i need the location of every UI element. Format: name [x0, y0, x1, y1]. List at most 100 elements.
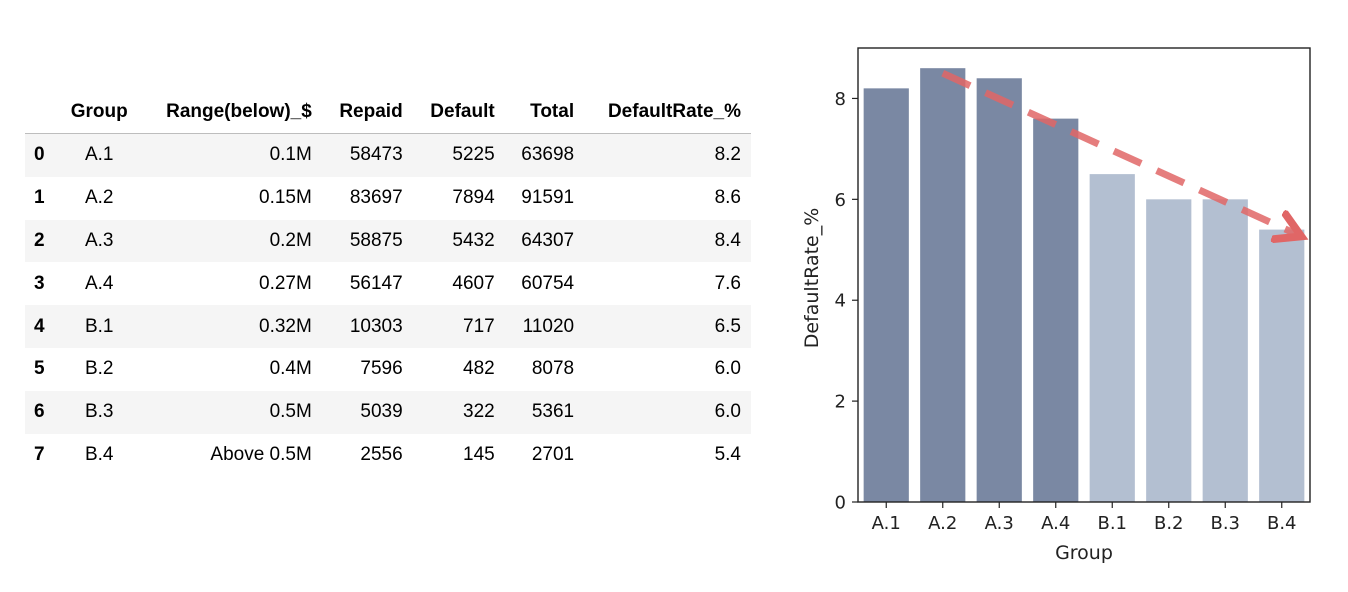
cell-group: A.1 — [84, 144, 114, 166]
table-row: 4 B.1 0.32M 10303 717 11020 6.5 — [25, 305, 751, 348]
cell-group: A.2 — [84, 187, 114, 209]
plot-frame — [857, 47, 1311, 503]
cell-repaid: 2556 — [360, 443, 403, 465]
header-index — [25, 91, 58, 134]
y-tick-label: 0 — [835, 493, 846, 514]
cell-total: 91591 — [521, 187, 575, 209]
cell-repaid: 7596 — [360, 358, 403, 380]
row-index: 0 — [34, 144, 45, 166]
cell-default: 322 — [463, 401, 495, 423]
row-index: 3 — [34, 272, 45, 294]
cell-group: A.4 — [84, 272, 114, 294]
row-index: 5 — [34, 358, 45, 380]
cell-total: 60754 — [521, 272, 575, 294]
cell-default-rate: 6.0 — [714, 358, 741, 380]
cell-total: 8078 — [531, 358, 575, 380]
cell-group: A.3 — [84, 229, 114, 251]
y-tick-label: 2 — [835, 392, 846, 413]
y-tick-label: 8 — [835, 89, 846, 110]
cell-repaid: 10303 — [349, 315, 403, 337]
default-rate-bar-chart: 0 2 4 6 8 A.1 A.2 A.3 A.4 B.1 B.2 B.3 B.4 Group Defa… — [801, 47, 1311, 564]
table-row: 0 A.1 0.1M 58473 5225 63698 8.2 — [25, 133, 751, 177]
bar-b-2 — [1146, 199, 1192, 503]
cell-default-rate: 5.4 — [714, 443, 741, 465]
cell-default: 7894 — [452, 187, 495, 209]
x-tick-label: A.2 — [928, 513, 957, 534]
x-tick-label: B.2 — [1154, 513, 1184, 534]
row-index: 7 — [34, 443, 45, 465]
header-total: Total — [504, 91, 585, 134]
cell-default-rate: 8.6 — [714, 187, 741, 209]
x-tick-label: A.4 — [1041, 513, 1070, 534]
cell-total: 11020 — [522, 315, 575, 337]
bar-a-1 — [863, 88, 909, 502]
cell-range: 0.27M — [259, 272, 312, 294]
header-range: Range(below)_$ — [141, 91, 322, 134]
header-row: Group Range(below)_$ Repaid Default Tota… — [25, 91, 751, 134]
cell-default-rate: 8.2 — [714, 144, 741, 166]
cell-range: Above 0.5M — [210, 443, 312, 465]
cell-total: 64307 — [521, 229, 575, 251]
cell-group: B.3 — [84, 401, 114, 423]
trend-arrow — [941, 70, 1298, 234]
header-group: Group — [57, 91, 142, 134]
bar-b-1 — [1089, 174, 1135, 502]
bar-a-3 — [976, 78, 1022, 502]
cell-default-rate: 6.0 — [714, 401, 741, 423]
cell-default: 717 — [463, 315, 495, 337]
header-default: Default — [412, 91, 505, 134]
header-default-rate: DefaultRate_% — [584, 91, 751, 134]
x-tick-label: A.3 — [985, 513, 1014, 534]
cell-total: 63698 — [521, 144, 575, 166]
row-index: 1 — [34, 187, 45, 209]
cell-group: B.1 — [84, 315, 114, 337]
annotation-layer — [941, 70, 1298, 234]
bar-b-3 — [1202, 199, 1248, 503]
cell-default: 5432 — [452, 229, 495, 251]
x-tick-label: B.1 — [1097, 513, 1127, 534]
cell-default: 5225 — [452, 144, 495, 166]
cell-range: 0.32M — [259, 315, 312, 337]
cell-range: 0.5M — [269, 401, 312, 423]
cell-total: 5361 — [531, 401, 575, 423]
cell-total: 2701 — [531, 443, 575, 465]
cell-range: 0.15M — [259, 187, 312, 209]
cell-repaid: 56147 — [349, 272, 403, 294]
cell-group: B.4 — [84, 443, 114, 465]
cell-repaid: 58875 — [349, 229, 403, 251]
row-index: 4 — [34, 315, 45, 337]
x-axis-label: Group — [1055, 542, 1113, 564]
row-index: 6 — [34, 401, 45, 423]
bars-layer — [863, 68, 1305, 503]
axes-layer: 0 2 4 6 8 A.1 A.2 A.3 A.4 B.1 B.2 B.3 B.4 — [835, 47, 1311, 534]
cell-default: 145 — [463, 443, 495, 465]
bar-a-2 — [920, 68, 966, 502]
table-row: 2 A.3 0.2M 58875 5432 64307 8.4 — [25, 219, 751, 263]
cell-range: 0.1M — [269, 144, 312, 166]
cell-default-rate: 7.6 — [714, 272, 741, 294]
cell-repaid: 5039 — [360, 401, 403, 423]
cell-group: B.2 — [84, 358, 114, 380]
x-tick-label: B.4 — [1267, 513, 1297, 534]
table-row: 5 B.2 0.4M 7596 482 8078 6.0 — [25, 348, 751, 391]
x-tick-label: B.3 — [1210, 513, 1240, 534]
cell-repaid: 58473 — [349, 144, 403, 166]
table-row: 1 A.2 0.15M 83697 7894 91591 8.6 — [25, 177, 751, 220]
bar-a-4 — [1033, 118, 1079, 502]
table-row: 7 B.4 Above 0.5M 2556 145 2701 5.4 — [25, 434, 751, 477]
table-header: Group Range(below)_$ Repaid Default Tota… — [25, 91, 751, 134]
table-row: 6 B.3 0.5M 5039 322 5361 6.0 — [25, 390, 751, 434]
y-tick-label: 4 — [835, 291, 846, 312]
table-row: 3 A.4 0.27M 56147 4607 60754 7.6 — [25, 262, 751, 305]
table-body: 0 A.1 0.1M 58473 5225 63698 8.2 1 A.2 0.15M 83697 7… — [25, 133, 751, 477]
cell-default-rate: 6.5 — [714, 315, 741, 337]
y-axis-label: DefaultRate_% — [801, 208, 823, 349]
cell-default-rate: 8.4 — [714, 229, 741, 251]
header-repaid: Repaid — [321, 91, 413, 134]
row-index: 2 — [34, 229, 45, 251]
x-tick-label: A.1 — [872, 513, 901, 534]
cell-default: 4607 — [452, 272, 495, 294]
cell-range: 0.2M — [269, 229, 312, 251]
y-tick-label: 6 — [835, 190, 846, 211]
dataframe-table: Group Range(below)_$ Repaid Default Tota… — [25, 91, 751, 476]
